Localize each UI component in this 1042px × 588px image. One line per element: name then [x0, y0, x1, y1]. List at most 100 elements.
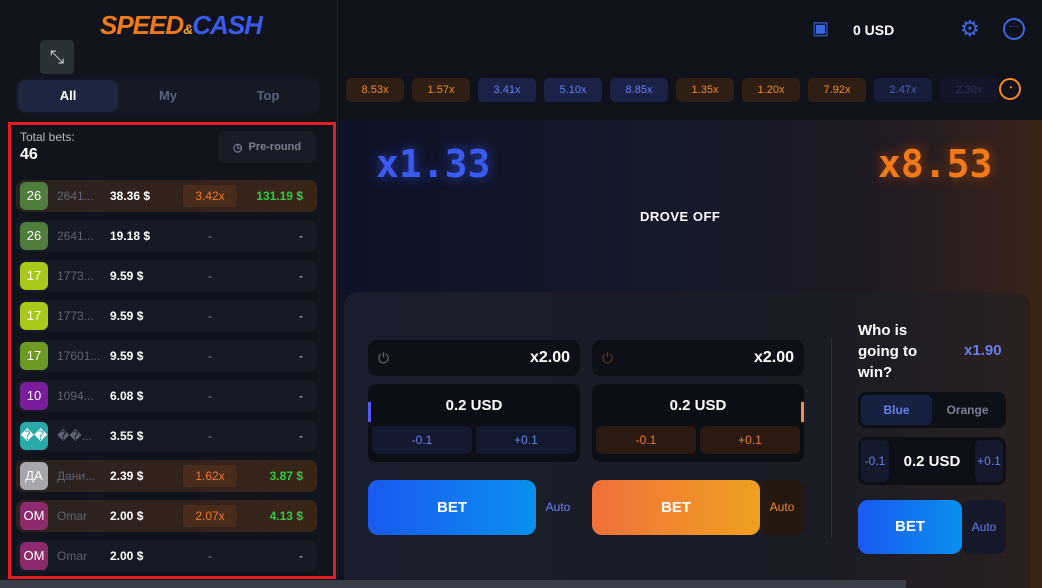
auto-cashout-value: x2.00 — [753, 349, 794, 366]
cashout-multiplier: - — [208, 269, 212, 283]
clock-icon: ◷ — [232, 141, 243, 154]
history-multiplier: 8.85x — [610, 78, 668, 102]
side-bet-question: Who is going to win? — [858, 322, 918, 381]
gear-icon[interactable]: ⚙ — [960, 16, 980, 41]
chat-icon[interactable]: ··· — [1003, 18, 1025, 40]
player-name: Дани... — [57, 469, 96, 483]
side-amount-input[interactable]: 0.2 USD — [903, 452, 961, 470]
bet-row: OM Omar 2.00 $ - - — [16, 540, 317, 572]
player-name: 1773... — [57, 309, 94, 323]
player-name: 1094... — [57, 389, 94, 403]
option-orange[interactable]: Orange — [946, 403, 989, 417]
win-amount: 131.19 $ — [256, 189, 303, 203]
auto-button[interactable]: Auto — [545, 500, 571, 514]
cashout-multiplier: - — [208, 549, 212, 563]
bet-block-orange: ⏻ x2.00 0.2 USD -0.1 +0.1 BET Auto — [592, 340, 804, 535]
horizontal-scrollbar[interactable] — [0, 580, 906, 588]
cashout-multiplier: - — [208, 229, 212, 243]
history-multiplier: 5.10x — [544, 78, 602, 102]
bet-row: ДА Дани... 2.39 $ 1.62x 3.87 $ — [16, 460, 317, 492]
bet-row: 26 2641... 38.36 $ 3.42x 131.19 $ — [16, 180, 317, 212]
round-status: DROVE OFF — [640, 209, 721, 224]
side-bet-actions: BET Auto — [858, 500, 1006, 554]
player-name: 17601... — [57, 349, 101, 363]
auto-cashout-field[interactable]: ⏻ x2.00 — [368, 340, 580, 376]
orange-marker — [801, 402, 804, 422]
player-name: Omar — [57, 509, 87, 523]
bet-button[interactable]: BET — [592, 480, 760, 535]
cashout-multiplier: - — [208, 389, 212, 403]
player-name: 2641... — [57, 189, 94, 203]
bet-amount: 2.00 $ — [110, 509, 144, 523]
avatar: OM — [20, 542, 48, 570]
cashout-multiplier: 1.62x — [183, 465, 237, 487]
orange-multiplier: x8.53 — [878, 142, 993, 186]
preround-label: Pre-round — [248, 141, 302, 153]
power-icon[interactable]: ⏻ — [602, 349, 614, 366]
option-blue[interactable]: Blue — [861, 395, 932, 425]
avatar: �� — [20, 422, 48, 450]
winner-selector: Blue Orange — [858, 392, 1006, 428]
bet-amount-input[interactable]: 0.2 USD — [669, 397, 727, 414]
history-clock-icon[interactable]: ◔ — [999, 78, 1021, 100]
win-amount: 4.13 $ — [269, 509, 303, 523]
total-bets-count: 46 — [20, 146, 38, 163]
win-amount: - — [299, 549, 303, 563]
history-multiplier: 1.20x — [742, 78, 800, 102]
bet-row: OM Omar 2.00 $ 2.07x 4.13 $ — [16, 500, 317, 532]
cashout-multiplier: - — [208, 349, 212, 363]
win-amount: - — [299, 389, 303, 403]
blue-multiplier: x1.33 — [376, 142, 491, 186]
wallet-icon[interactable]: ▣ — [812, 18, 830, 38]
cashout-multiplier: - — [208, 429, 212, 443]
bet-amount: 2.39 $ — [110, 469, 144, 483]
avatar: OM — [20, 502, 48, 530]
bet-amount: 38.36 $ — [110, 189, 151, 203]
blue-marker — [368, 402, 371, 422]
player-name: ��... — [57, 429, 92, 443]
history-multiplier: 8.53x — [346, 78, 404, 102]
win-amount: - — [299, 309, 303, 323]
side-bet-button[interactable]: BET — [858, 500, 962, 554]
player-name: 2641... — [57, 229, 94, 243]
win-amount: - — [299, 349, 303, 363]
decrease-button[interactable]: -0.1 — [861, 440, 889, 482]
increase-button[interactable]: +0.1 — [476, 426, 576, 454]
preround-button[interactable]: ◷ Pre-round — [218, 131, 316, 163]
bet-row: �� ��... 3.55 $ - - — [16, 420, 317, 452]
bet-button[interactable]: BET — [368, 480, 536, 535]
balance: 0 USD — [853, 22, 895, 38]
increase-button[interactable]: +0.1 — [700, 426, 800, 454]
avatar: 26 — [20, 182, 48, 210]
speed-cash-logo: SPEED&CASH — [100, 10, 263, 41]
tab-all[interactable]: All — [18, 80, 118, 112]
decrease-button[interactable]: -0.1 — [596, 426, 696, 454]
increase-button[interactable]: +0.1 — [975, 440, 1003, 482]
collapse-icon[interactable]: ⤡ — [40, 40, 74, 74]
bet-row: 17 1773... 9.59 $ - - — [16, 300, 317, 332]
avatar: 17 — [20, 302, 48, 330]
bets-tabs: All My Top — [16, 78, 320, 114]
player-name: 1773... — [57, 269, 94, 283]
decrease-button[interactable]: -0.1 — [372, 426, 472, 454]
bet-amount-input[interactable]: 0.2 USD — [445, 397, 503, 414]
tab-top[interactable]: Top — [256, 88, 280, 103]
history-multiplier: 2.30x — [940, 78, 998, 102]
side-auto-button[interactable]: Auto — [962, 500, 1006, 554]
history-multiplier: 3.41x — [478, 78, 536, 102]
auto-button[interactable]: Auto — [760, 480, 804, 535]
tab-my[interactable]: My — [158, 88, 178, 103]
divider — [831, 338, 832, 538]
power-icon[interactable]: ⏻ — [378, 349, 390, 366]
bet-row: 26 2641... 19.18 $ - - — [16, 220, 317, 252]
side-bet-odds: x1.90 — [964, 342, 1002, 359]
win-amount: - — [299, 229, 303, 243]
win-amount: - — [299, 429, 303, 443]
bet-amount: 9.59 $ — [110, 349, 144, 363]
auto-cashout-field[interactable]: ⏻ x2.00 — [592, 340, 804, 376]
bet-amount: 9.59 $ — [110, 309, 144, 323]
bet-amount: 2.00 $ — [110, 549, 144, 563]
total-bets-label: Total bets: — [20, 130, 75, 144]
avatar: ДА — [20, 462, 48, 490]
win-amount: 3.87 $ — [269, 469, 303, 483]
